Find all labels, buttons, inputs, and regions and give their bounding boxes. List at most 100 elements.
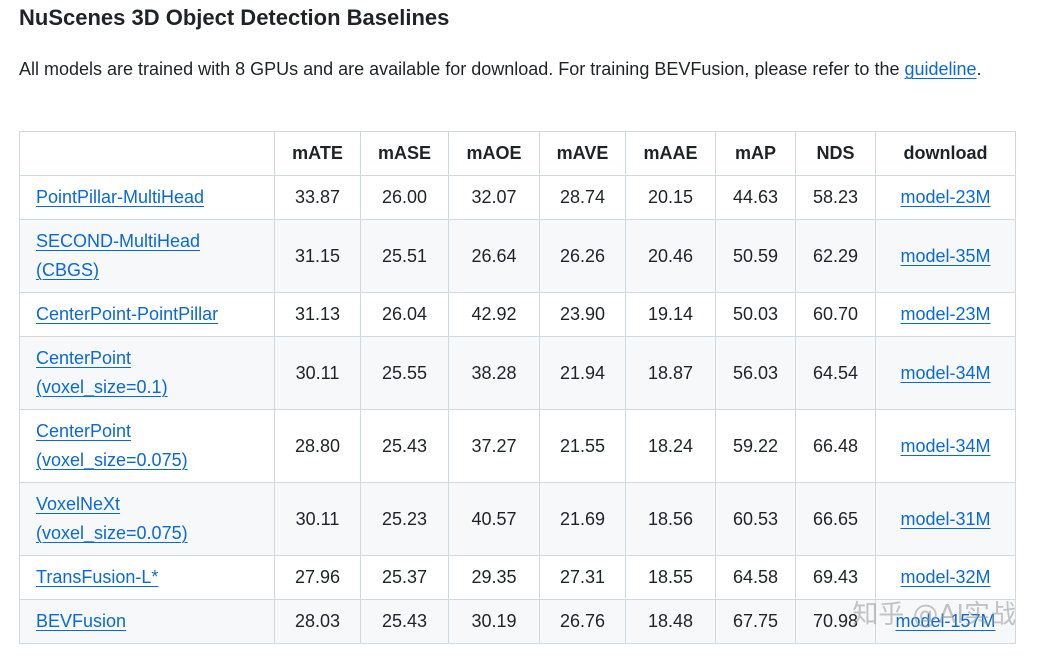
maoe-cell: 29.35 xyxy=(448,555,540,600)
mave-cell: 26.76 xyxy=(539,599,626,644)
mave-cell: 23.90 xyxy=(539,292,626,337)
mate-cell: 30.11 xyxy=(274,336,361,410)
table-row: SECOND-MultiHead (CBGS) 31.15 25.51 26.6… xyxy=(19,219,1016,293)
nds-cell: 66.65 xyxy=(795,482,876,556)
mate-cell: 30.11 xyxy=(274,482,361,556)
download-link[interactable]: model-35M xyxy=(900,245,991,266)
model-link[interactable]: CenterPoint (voxel_size=0.1) xyxy=(36,348,168,397)
maae-cell: 20.46 xyxy=(625,219,716,293)
model-cell: CenterPoint (voxel_size=0.1) xyxy=(19,336,275,410)
intro-text: All models are trained with 8 GPUs and a… xyxy=(19,59,905,79)
baselines-table: mATE mASE mAOE mAVE mAAE mAP NDS downloa… xyxy=(19,131,1016,644)
mave-cell: 27.31 xyxy=(539,555,626,600)
mase-cell: 26.04 xyxy=(360,292,449,337)
intro-paragraph: All models are trained with 8 GPUs and a… xyxy=(19,55,999,83)
guideline-link[interactable]: guideline xyxy=(904,59,977,79)
download-link[interactable]: model-157M xyxy=(895,611,996,631)
download-link[interactable]: model-34M xyxy=(900,362,991,383)
map-cell: 59.22 xyxy=(715,409,796,483)
download-link[interactable]: model-31M xyxy=(900,508,991,529)
mave-cell: 21.94 xyxy=(539,336,626,410)
model-link[interactable]: SECOND-MultiHead (CBGS) xyxy=(36,231,201,280)
nds-cell: 69.43 xyxy=(795,555,876,600)
header-maoe: mAOE xyxy=(448,131,540,176)
download-cell: model-32M xyxy=(875,555,1016,600)
map-cell: 50.59 xyxy=(715,219,796,293)
download-cell: model-31M xyxy=(875,482,1016,556)
model-link[interactable]: BEVFusion xyxy=(36,611,127,631)
table-header-row: mATE mASE mAOE mAVE mAAE mAP NDS downloa… xyxy=(19,131,1016,176)
mave-cell: 21.55 xyxy=(539,409,626,483)
mate-cell: 31.13 xyxy=(274,292,361,337)
mase-cell: 25.55 xyxy=(360,336,449,410)
model-cell: BEVFusion xyxy=(19,599,275,644)
download-cell: model-23M xyxy=(875,175,1016,220)
mave-cell: 28.74 xyxy=(539,175,626,220)
table-row: CenterPoint-PointPillar 31.13 26.04 42.9… xyxy=(19,292,1016,337)
nds-cell: 70.98 xyxy=(795,599,876,644)
model-cell: CenterPoint (voxel_size=0.075) xyxy=(19,409,275,483)
maoe-cell: 30.19 xyxy=(448,599,540,644)
header-mate: mATE xyxy=(274,131,361,176)
nds-cell: 58.23 xyxy=(795,175,876,220)
map-cell: 64.58 xyxy=(715,555,796,600)
download-cell: model-23M xyxy=(875,292,1016,337)
model-link[interactable]: PointPillar-MultiHead xyxy=(36,187,205,207)
maoe-cell: 37.27 xyxy=(448,409,540,483)
mase-cell: 26.00 xyxy=(360,175,449,220)
map-cell: 56.03 xyxy=(715,336,796,410)
maae-cell: 20.15 xyxy=(625,175,716,220)
map-cell: 60.53 xyxy=(715,482,796,556)
maoe-cell: 42.92 xyxy=(448,292,540,337)
maae-cell: 18.87 xyxy=(625,336,716,410)
mate-cell: 28.80 xyxy=(274,409,361,483)
download-link[interactable]: model-34M xyxy=(900,435,991,456)
model-link[interactable]: TransFusion-L* xyxy=(36,567,159,587)
nds-cell: 60.70 xyxy=(795,292,876,337)
maoe-cell: 26.64 xyxy=(448,219,540,293)
header-download: download xyxy=(875,131,1016,176)
mase-cell: 25.43 xyxy=(360,599,449,644)
maae-cell: 18.55 xyxy=(625,555,716,600)
table-row: CenterPoint (voxel_size=0.1) 30.11 25.55… xyxy=(19,336,1016,410)
model-cell: PointPillar-MultiHead xyxy=(19,175,275,220)
mate-cell: 31.15 xyxy=(274,219,361,293)
table-row: VoxelNeXt (voxel_size=0.075) 30.11 25.23… xyxy=(19,482,1016,556)
header-mave: mAVE xyxy=(539,131,626,176)
download-link[interactable]: model-23M xyxy=(900,304,991,324)
nds-cell: 66.48 xyxy=(795,409,876,483)
model-link[interactable]: VoxelNeXt (voxel_size=0.075) xyxy=(36,494,188,543)
model-cell: SECOND-MultiHead (CBGS) xyxy=(19,219,275,293)
table-row: PointPillar-MultiHead 33.87 26.00 32.07 … xyxy=(19,175,1016,220)
maae-cell: 19.14 xyxy=(625,292,716,337)
download-link[interactable]: model-32M xyxy=(900,567,991,587)
mase-cell: 25.51 xyxy=(360,219,449,293)
map-cell: 50.03 xyxy=(715,292,796,337)
mave-cell: 21.69 xyxy=(539,482,626,556)
download-cell: model-34M xyxy=(875,409,1016,483)
header-mase: mASE xyxy=(360,131,449,176)
maae-cell: 18.24 xyxy=(625,409,716,483)
header-model xyxy=(19,131,275,176)
model-cell: TransFusion-L* xyxy=(19,555,275,600)
mase-cell: 25.37 xyxy=(360,555,449,600)
download-cell: model-35M xyxy=(875,219,1016,293)
header-nds: NDS xyxy=(795,131,876,176)
table-row: TransFusion-L* 27.96 25.37 29.35 27.31 1… xyxy=(19,555,1016,600)
model-link[interactable]: CenterPoint-PointPillar xyxy=(36,304,219,324)
nds-cell: 64.54 xyxy=(795,336,876,410)
model-link[interactable]: CenterPoint (voxel_size=0.075) xyxy=(36,421,188,470)
mate-cell: 27.96 xyxy=(274,555,361,600)
mate-cell: 28.03 xyxy=(274,599,361,644)
download-cell: model-157M xyxy=(875,599,1016,644)
maoe-cell: 38.28 xyxy=(448,336,540,410)
maoe-cell: 32.07 xyxy=(448,175,540,220)
maae-cell: 18.56 xyxy=(625,482,716,556)
download-link[interactable]: model-23M xyxy=(900,187,991,207)
table-row: BEVFusion 28.03 25.43 30.19 26.76 18.48 … xyxy=(19,599,1016,644)
model-cell: CenterPoint-PointPillar xyxy=(19,292,275,337)
header-map: mAP xyxy=(715,131,796,176)
maae-cell: 18.48 xyxy=(625,599,716,644)
map-cell: 67.75 xyxy=(715,599,796,644)
mave-cell: 26.26 xyxy=(539,219,626,293)
